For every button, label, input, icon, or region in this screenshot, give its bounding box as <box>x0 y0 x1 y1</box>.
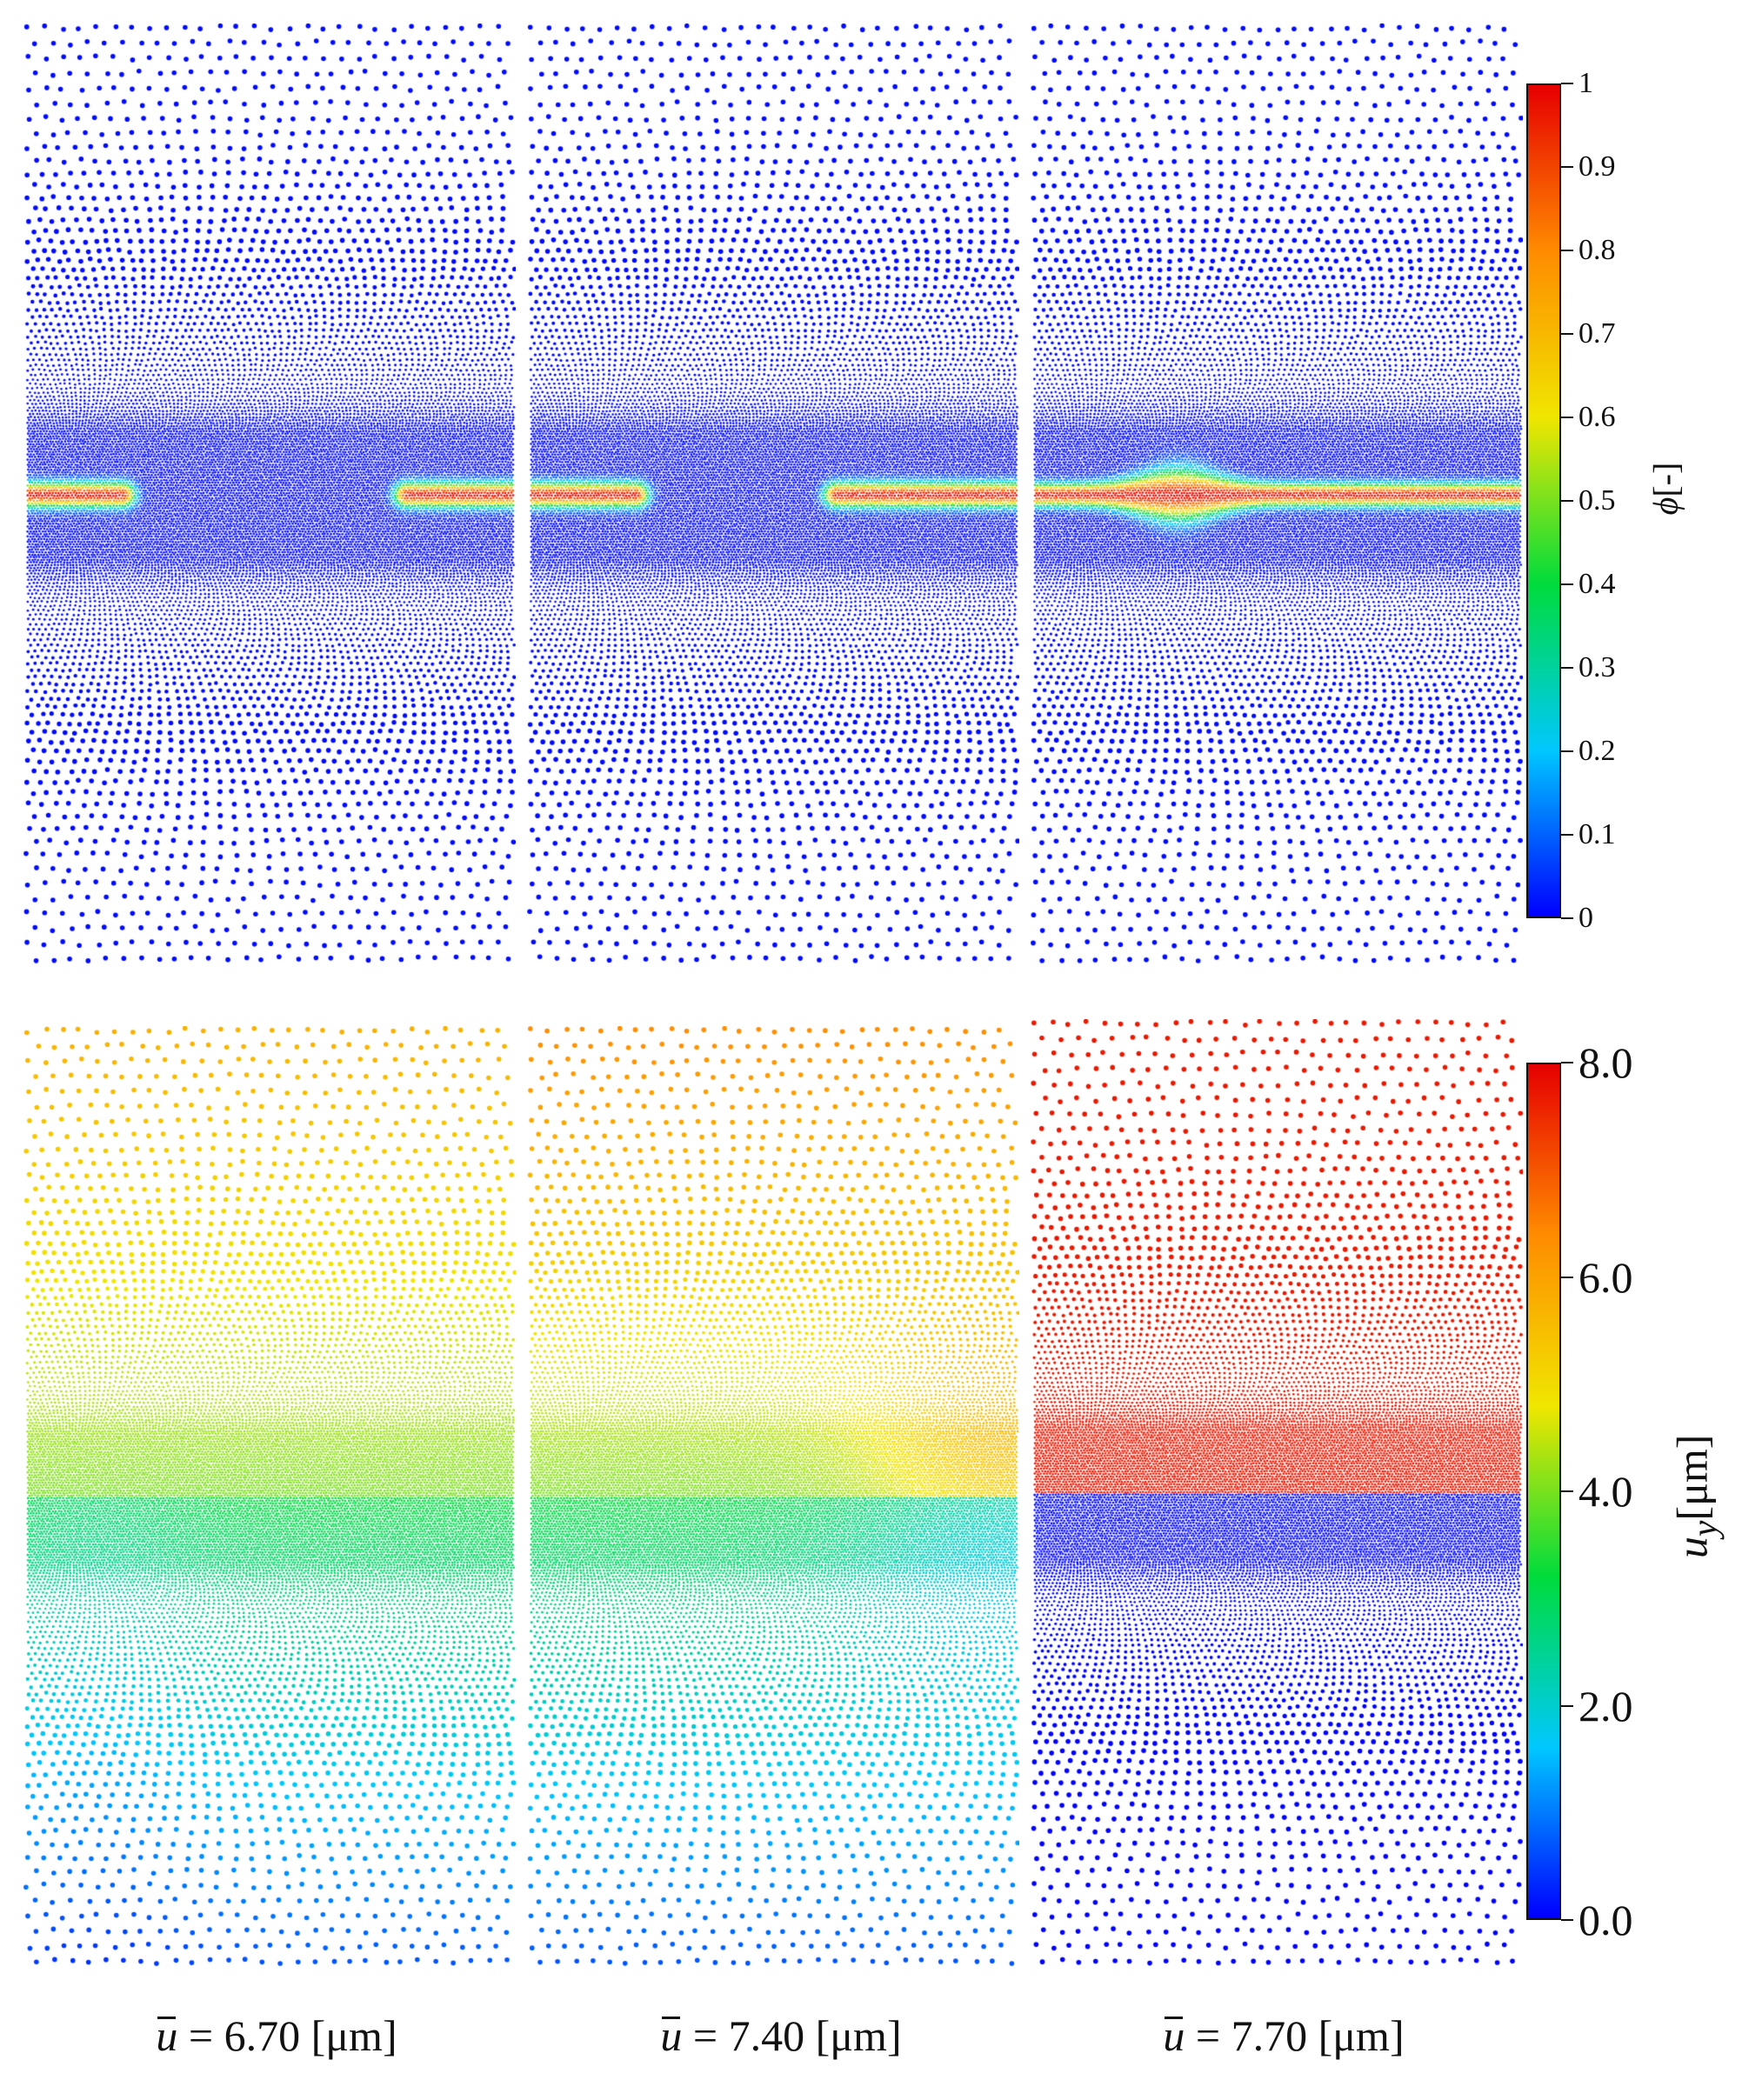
phi-panel-3 <box>1031 23 1523 966</box>
phi-panel-2 <box>527 23 1019 966</box>
phi-tick-label: 0.3 <box>1578 651 1616 683</box>
phi-tick <box>1561 667 1573 669</box>
phi-colorbar-gradient <box>1526 83 1561 918</box>
uy-tick-label: 0.0 <box>1578 1896 1633 1944</box>
uy-tick-label: 2.0 <box>1578 1681 1633 1730</box>
uy-tick <box>1561 1062 1573 1063</box>
phi-tick <box>1561 834 1573 836</box>
phi-tick-label: 1 <box>1578 67 1593 99</box>
phi-colorbar-title: ϕ[-] <box>1645 462 1685 516</box>
phi-tick <box>1561 583 1573 585</box>
phi-tick-label: 0.6 <box>1578 401 1616 433</box>
caption-3-symbol: u <box>1163 2011 1185 2060</box>
uy-symbol: u <box>1667 1537 1717 1559</box>
phi-tick-label: 0.7 <box>1578 317 1616 350</box>
phi-tick-label: 0.8 <box>1578 234 1616 266</box>
phi-tick <box>1561 750 1573 752</box>
phi-panel-1 <box>23 23 516 966</box>
uy-subscript: y <box>1685 1520 1725 1537</box>
uy-panel-1 <box>23 1026 516 1969</box>
caption-2: u = 7.40 [μm] <box>537 2010 1024 2061</box>
uy-tick-label: 6.0 <box>1578 1252 1633 1302</box>
caption-2-value: = 7.40 [μm] <box>682 2011 902 2060</box>
caption-3-value: = 7.70 [μm] <box>1185 2011 1405 2060</box>
phi-tick <box>1561 166 1573 168</box>
uy-colorbar-title: uy[μm] <box>1667 1434 1725 1559</box>
caption-1-symbol: u <box>156 2011 178 2060</box>
caption-2-symbol: u <box>660 2011 683 2060</box>
phi-symbol: ϕ <box>1645 497 1685 516</box>
phi-tick <box>1561 917 1573 919</box>
caption-1-value: = 6.70 [μm] <box>177 2011 397 2060</box>
caption-3: u = 7.70 [μm] <box>1040 2010 1527 2061</box>
phi-unit: [-] <box>1645 462 1685 497</box>
phi-tick <box>1561 500 1573 502</box>
uy-tick <box>1561 1276 1573 1278</box>
phi-tick-label: 0.4 <box>1578 568 1616 600</box>
phi-tick-label: 0.5 <box>1578 484 1616 517</box>
phi-tick <box>1561 83 1573 84</box>
uy-colorbar-gradient <box>1526 1063 1561 1920</box>
uy-tick <box>1561 1704 1573 1707</box>
phi-tick <box>1561 333 1573 335</box>
uy-tick <box>1561 1490 1573 1492</box>
phi-tick-label: 0.9 <box>1578 150 1616 183</box>
phi-tick-label: 0 <box>1578 902 1593 934</box>
uy-panel-3 <box>1031 1019 1523 1969</box>
uy-tick-label: 4.0 <box>1578 1467 1633 1516</box>
uy-tick-label: 8.0 <box>1578 1038 1633 1087</box>
phi-tick <box>1561 250 1573 251</box>
phi-tick <box>1561 417 1573 418</box>
phi-tick-label: 0.2 <box>1578 735 1616 767</box>
uy-panel-2 <box>527 1026 1019 1969</box>
uy-tick <box>1561 1919 1573 1921</box>
uy-unit: [μm] <box>1667 1434 1717 1521</box>
caption-1: u = 6.70 [μm] <box>33 2010 520 2061</box>
phi-tick-label: 0.1 <box>1578 818 1616 850</box>
